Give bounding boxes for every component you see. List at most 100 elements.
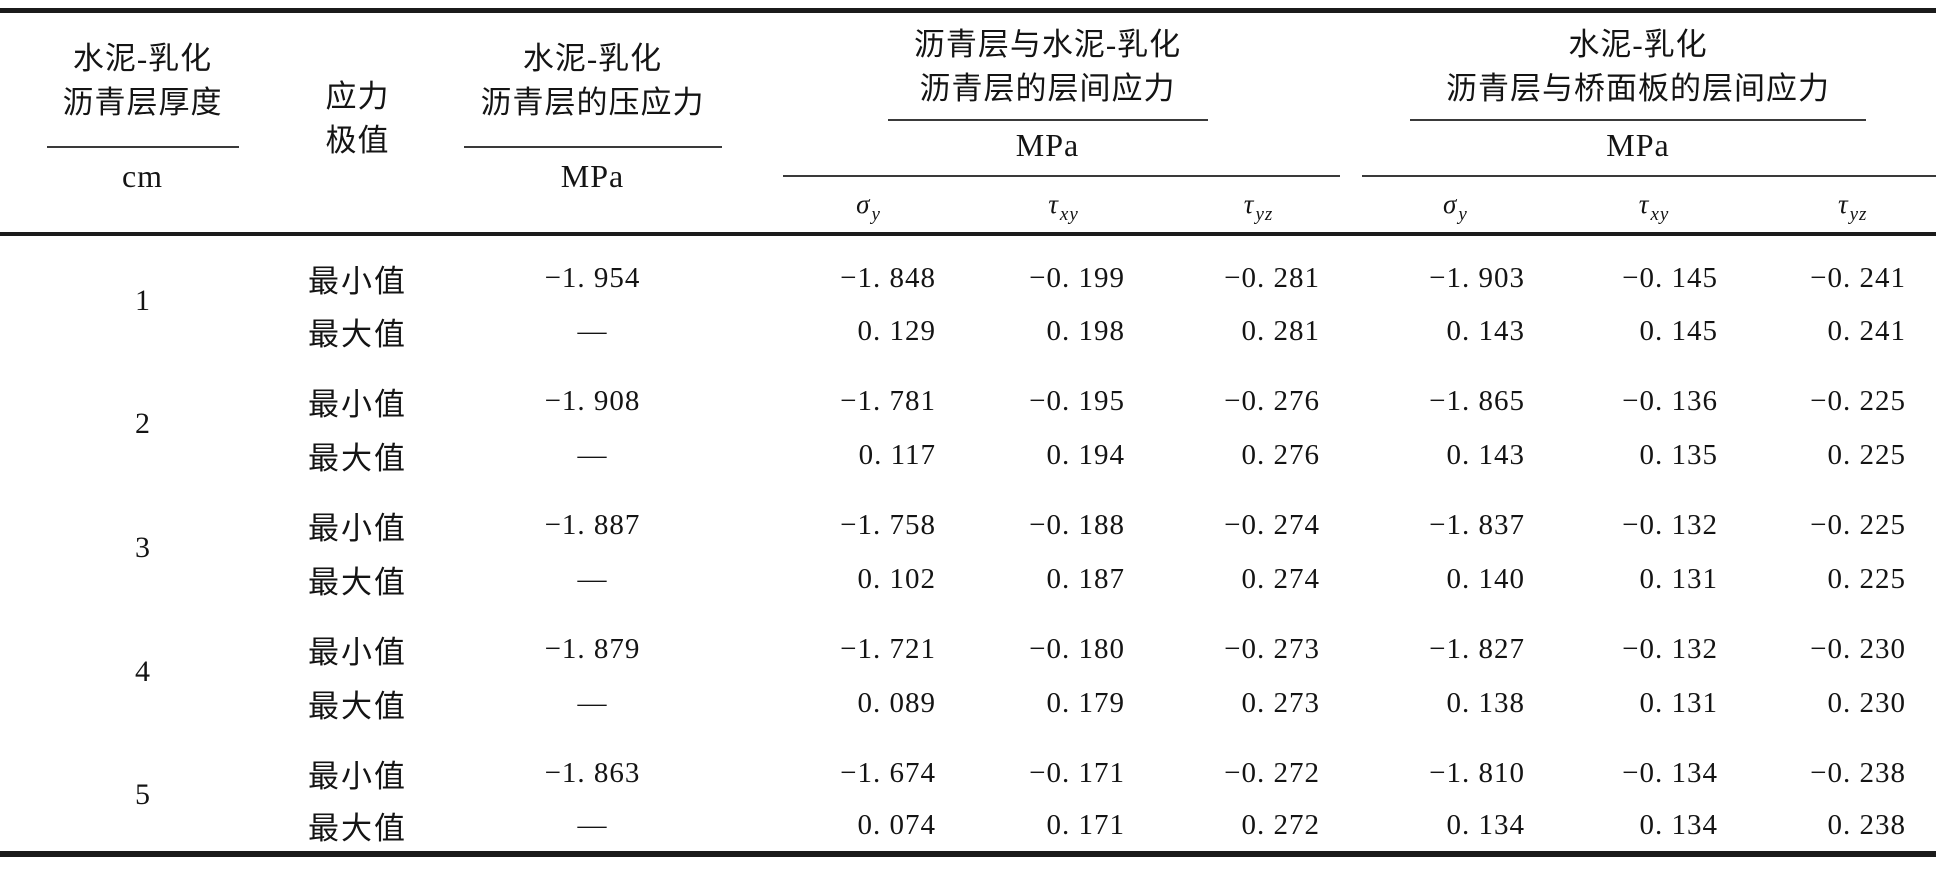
value-cell: −0. 272: [1224, 756, 1321, 789]
value-cell: 0. 274: [1241, 562, 1321, 595]
value-cell: 0. 145: [1639, 314, 1719, 347]
extreme-label-cell: 最小值: [308, 263, 407, 299]
table-row: 4 最小值 −1. 879 −1. 721 −0. 180 −0. 273 −1. 827 −…: [0, 606, 1936, 689]
value-cell: 0. 131: [1639, 562, 1719, 595]
value-cell: 0. 102: [857, 562, 936, 595]
value-cell: −0. 188: [1029, 508, 1125, 541]
value-cell: 0. 143: [1446, 314, 1526, 347]
tau-yz-label: τ yz: [1837, 189, 1868, 225]
value-cell: −0. 225: [1810, 384, 1907, 417]
extreme-label-cell: 最小值: [308, 758, 407, 794]
header-thickness: 水泥-乳化 沥青层厚度 cm: [0, 10, 285, 236]
value-cell: —: [577, 438, 608, 471]
value-cell: 0. 179: [1046, 686, 1125, 719]
groupA-unit: MPa: [1015, 127, 1080, 163]
value-cell: −1. 827: [1429, 632, 1526, 665]
tau-xy-label: τ xy: [1638, 189, 1670, 225]
thickness-title-line2: 沥青层厚度: [62, 85, 223, 120]
value-cell: 0. 134: [1446, 809, 1526, 841]
stress-results-table: 水泥-乳化 沥青层厚度 cm 应力 极值 水泥-乳化 沥青层的压应力: [0, 8, 1936, 857]
value-cell: 0. 272: [1241, 809, 1321, 841]
value-cell: −0. 230: [1810, 632, 1907, 665]
value-cell: 0. 140: [1446, 562, 1526, 595]
value-cell: −0. 274: [1224, 508, 1321, 541]
value-cell: −1. 887: [544, 508, 641, 541]
value-cell: 0. 135: [1639, 438, 1719, 471]
value-cell: −0. 281: [1224, 261, 1321, 294]
value-cell: −0. 238: [1810, 756, 1907, 789]
table-row: 3 最小值 −1. 887 −1. 758 −0. 188 −0. 274 −1. 837 −…: [0, 482, 1936, 565]
compressive-title-line2: 沥青层的压应力: [480, 85, 705, 120]
extreme-label-cell: 最大值: [308, 440, 407, 476]
value-cell: −1. 848: [840, 261, 936, 294]
table-row: 1 最小值 −1. 954 −1. 848 −0. 199 −0. 281 −1. 903 −…: [0, 234, 1936, 318]
compressive-title-line1: 水泥-乳化: [522, 41, 663, 76]
value-cell: −1. 837: [1429, 508, 1526, 541]
value-cell: −1. 810: [1429, 756, 1526, 789]
tau-xy-label: τ xy: [1048, 189, 1079, 225]
value-cell: 0. 134: [1639, 809, 1719, 841]
value-cell: —: [577, 314, 608, 347]
extreme-label-cell: 最大值: [308, 316, 407, 352]
header-stress-extreme: 应力 极值: [285, 10, 430, 236]
value-cell: —: [577, 686, 608, 719]
value-cell: 0. 171: [1046, 809, 1125, 841]
value-cell: −1. 954: [544, 261, 641, 294]
extreme-title-line2: 极值: [325, 123, 390, 158]
value-cell: −1. 758: [840, 508, 936, 541]
value-cell: 0. 187: [1046, 562, 1125, 595]
compressive-unit: MPa: [560, 158, 625, 194]
thickness-cell: 3: [135, 531, 150, 564]
value-cell: 0. 138: [1446, 686, 1526, 719]
header-compressive-stress: 水泥-乳化 沥青层的压应力 MPa: [430, 10, 755, 236]
table-row: 最大值 — 0. 117 0. 194 0. 276 0. 143 0. 135 0. 225: [0, 428, 1936, 482]
value-cell: 0. 129: [857, 314, 936, 347]
extreme-title-line1: 应力: [325, 79, 390, 114]
value-cell: −0. 145: [1622, 261, 1719, 294]
value-cell: −1. 674: [840, 756, 936, 789]
table-row: 2 最小值 −1. 908 −1. 781 −0. 195 −0. 276 −1. 865 −…: [0, 358, 1936, 441]
groupB-unit: MPa: [1606, 127, 1670, 163]
value-cell: −0. 241: [1810, 261, 1907, 294]
groupB-title-line2: 沥青层与桥面板的层间应力: [1446, 71, 1831, 106]
value-cell: −0. 199: [1029, 261, 1125, 294]
table-row: 最大值 — 0. 074 0. 171 0. 272 0. 134 0. 134 0. 238: [0, 800, 1936, 854]
tau-yz-label: τ yz: [1243, 189, 1274, 225]
table-row: 最大值 — 0. 129 0. 198 0. 281 0. 143 0. 145 0. 241: [0, 304, 1936, 358]
partial-rule: [1410, 119, 1867, 121]
value-cell: −0. 276: [1224, 384, 1321, 417]
value-cell: 0. 225: [1827, 438, 1907, 471]
value-cell: —: [577, 809, 608, 841]
value-cell: −1. 879: [544, 632, 641, 665]
value-cell: −0. 132: [1622, 508, 1719, 541]
value-cell: −1. 721: [840, 632, 936, 665]
value-cell: 0. 198: [1046, 314, 1125, 347]
value-cell: −1. 908: [544, 384, 641, 417]
value-cell: −1. 903: [1429, 261, 1526, 294]
value-cell: 0. 194: [1046, 438, 1125, 471]
partial-rule: [887, 119, 1208, 121]
value-cell: −1. 781: [840, 384, 936, 417]
value-cell: 0. 276: [1241, 438, 1321, 471]
thickness-title-line1: 水泥-乳化: [72, 41, 213, 76]
extreme-label-cell: 最小值: [308, 634, 407, 670]
extreme-label-cell: 最大值: [308, 811, 407, 846]
value-cell: 0. 117: [858, 438, 936, 471]
value-cell: 0. 281: [1241, 314, 1321, 347]
value-cell: 0. 089: [857, 686, 936, 719]
value-cell: 0. 230: [1827, 686, 1907, 719]
thickness-cell: 4: [135, 655, 150, 688]
value-cell: 0. 074: [857, 809, 936, 841]
value-cell: −0. 225: [1810, 508, 1907, 541]
thickness-unit: cm: [121, 158, 164, 194]
partial-rule: [783, 175, 1341, 177]
table-row: 最大值 — 0. 102 0. 187 0. 274 0. 140 0. 131 0. 225: [0, 552, 1936, 606]
partial-rule: [1362, 175, 1936, 177]
partial-rule: [463, 146, 722, 148]
thickness-cell: 1: [135, 284, 150, 317]
